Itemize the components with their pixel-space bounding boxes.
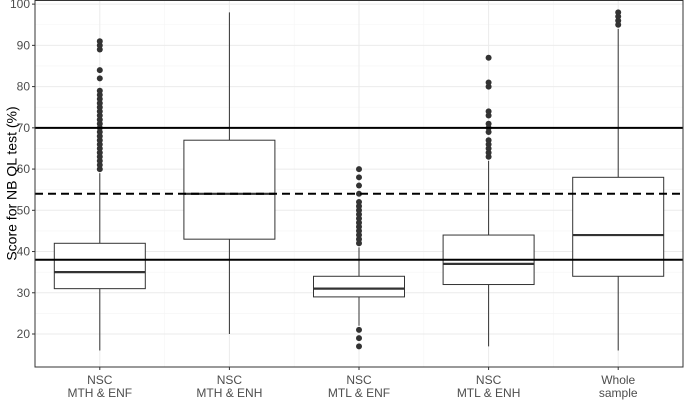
outlier-4-1 [615,17,622,24]
outlier-3-7 [485,120,492,127]
reference-lines [35,126,683,261]
outlier-3-12 [485,54,492,61]
y-tick-label-90: 90 [17,38,31,52]
outlier-2-11 [356,207,362,214]
y-tick-label-20: 20 [17,327,31,341]
outlier-4-3 [615,9,622,16]
outlier-0-7 [96,137,103,144]
outlier-0-23 [96,42,103,49]
x-tick-label-1-0: NSC [217,373,243,387]
outlier-2-16 [356,174,362,181]
outlier-0-2 [96,157,103,164]
outlier-2-1 [356,335,362,342]
x-tick-label-2-1: MTL & ENF [328,386,390,400]
y-tick-label-50: 50 [17,203,31,217]
outlier-0-22 [96,46,103,53]
outlier-0-14 [96,108,103,115]
outlier-0-8 [96,133,103,140]
outlier-3-2 [485,145,492,152]
outlier-0-19 [96,87,103,94]
x-tick-label-3-1: MTL & ENH [457,386,521,400]
outlier-2-2 [356,326,362,333]
outlier-3-1 [485,149,492,156]
outlier-2-6 [356,227,362,234]
outlier-0-18 [96,91,103,98]
outlier-0-11 [96,120,103,127]
outlier-2-7 [356,223,362,230]
outlier-3-5 [485,128,492,135]
outlier-2-5 [356,232,362,239]
y-tick-label-100: 100 [10,0,30,11]
y-tick-label-80: 80 [17,80,31,94]
outlier-0-16 [96,100,103,107]
outlier-0-20 [96,75,103,82]
outlier-0-12 [96,116,103,123]
outlier-0-4 [96,149,103,156]
outlier-0-0 [96,166,103,173]
outlier-0-1 [96,161,103,168]
outlier-3-4 [485,137,492,144]
box-1 [183,139,276,240]
y-tick-label-30: 30 [17,286,31,300]
outliers [96,9,622,350]
outlier-0-15 [96,104,103,111]
y-axis-ticks: 20 30 40 50 60 70 80 90 100 [10,0,35,341]
outlier-3-3 [485,141,492,148]
outlier-0-17 [96,95,103,102]
outlier-3-8 [485,112,492,119]
box-0 [53,242,146,290]
x-tick-label-2-0: NSC [346,373,372,387]
whiskers [99,12,619,351]
outlier-4-0 [615,21,622,28]
x-tick-label-0-0: NSC [87,373,113,387]
outlier-2-4 [356,236,362,243]
outlier-2-10 [356,211,362,218]
y-tick-label-60: 60 [17,162,31,176]
outlier-0-6 [96,141,103,148]
x-tick-label-1-1: MTH & ENH [196,386,262,400]
outlier-4-2 [615,13,622,20]
x-tick-label-3-0: NSC [476,373,502,387]
y-tick-label-70: 70 [17,121,31,135]
box-4 [572,176,665,277]
outlier-2-0 [356,343,362,350]
outlier-3-0 [485,153,492,160]
outlier-0-13 [96,112,103,119]
boxes [53,139,665,298]
outlier-2-3 [356,240,362,247]
x-tick-label-0-1: MTH & ENF [67,386,132,400]
outlier-2-13 [356,199,362,206]
box-2 [313,275,405,298]
outlier-0-21 [96,67,103,74]
x-tick-label-4-1: sample [599,386,638,400]
outlier-2-17 [356,166,362,173]
x-tick-label-4-0: Whole [601,373,635,387]
outlier-0-24 [96,38,103,45]
outlier-2-14 [356,190,362,197]
outlier-3-11 [485,79,492,86]
outlier-3-9 [485,108,492,115]
outlier-2-9 [356,215,362,222]
outlier-0-5 [96,145,103,152]
outlier-2-8 [356,219,362,226]
outlier-2-15 [356,182,362,189]
outlier-0-3 [96,153,103,160]
outlier-3-10 [485,83,492,90]
outlier-0-9 [96,128,103,135]
outlier-2-12 [356,203,362,210]
y-axis-title: Score for NB QL test (%) [4,106,20,260]
y-tick-label-40: 40 [17,245,31,259]
